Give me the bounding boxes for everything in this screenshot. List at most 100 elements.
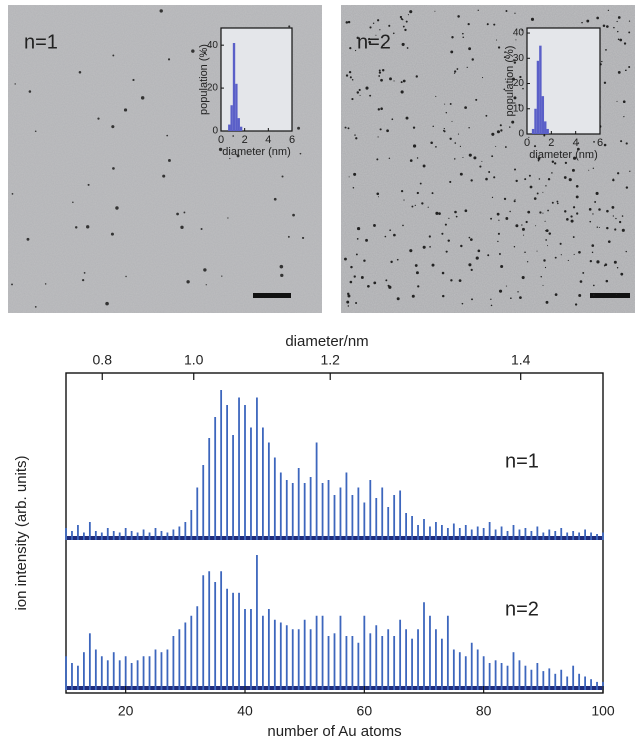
particle	[352, 186, 355, 189]
particle	[571, 168, 575, 172]
particle	[351, 97, 354, 101]
particle	[468, 47, 472, 51]
particle	[417, 285, 420, 288]
particle	[551, 160, 555, 163]
particle	[406, 47, 409, 49]
particle	[515, 179, 518, 183]
particle	[449, 180, 452, 184]
y-tick-label: 0	[212, 126, 218, 137]
particle	[628, 20, 631, 22]
particle	[544, 266, 547, 269]
particle	[409, 10, 413, 14]
particle	[435, 146, 437, 148]
particle	[592, 294, 595, 296]
particle	[349, 47, 352, 50]
particle	[471, 298, 473, 301]
particle	[577, 142, 580, 144]
particle	[353, 172, 357, 176]
particle	[348, 176, 350, 178]
particle	[411, 294, 415, 298]
particle	[557, 202, 559, 205]
particle	[227, 217, 229, 219]
hist-bar	[544, 121, 547, 134]
particle	[451, 120, 453, 122]
particle	[458, 279, 462, 283]
particle	[603, 81, 607, 84]
x2-axis-label: diameter/nm	[285, 333, 368, 350]
particle	[617, 30, 619, 33]
particle	[542, 212, 544, 214]
x-axis-label: number of Au atoms	[267, 723, 401, 740]
particle	[355, 253, 358, 256]
particle	[588, 169, 590, 171]
particle	[454, 70, 457, 73]
particle	[97, 117, 100, 120]
particle	[559, 242, 562, 245]
particle	[355, 137, 358, 140]
particle	[481, 160, 483, 162]
particle	[498, 219, 500, 221]
particle	[132, 78, 135, 82]
particle	[471, 58, 474, 61]
particle	[110, 232, 114, 236]
particle	[528, 174, 531, 177]
particle	[470, 238, 473, 241]
particle	[376, 158, 379, 161]
particle	[560, 254, 562, 256]
particle	[514, 168, 517, 171]
particle	[389, 77, 392, 81]
particle	[611, 205, 615, 209]
x-tick-label: 0	[218, 134, 224, 146]
particle	[487, 254, 490, 257]
particle	[513, 96, 517, 100]
particle	[536, 250, 538, 252]
particle	[503, 88, 506, 91]
particle	[619, 38, 623, 42]
particle	[441, 271, 445, 275]
particle	[521, 227, 525, 231]
particle	[498, 253, 501, 255]
particle	[412, 126, 416, 129]
particle	[554, 293, 558, 297]
series-label: n=1	[505, 450, 539, 472]
particle	[576, 212, 579, 215]
panel-label: n=1	[24, 31, 58, 53]
particle	[401, 42, 405, 46]
particle	[513, 246, 516, 248]
y-tick-label: 20	[207, 83, 219, 94]
particle	[589, 220, 592, 223]
particle	[605, 49, 607, 51]
particle	[368, 37, 371, 40]
particle	[575, 195, 579, 199]
particle	[462, 36, 465, 38]
y-axis-label: population (%)	[198, 44, 210, 115]
particle	[525, 220, 528, 224]
particle	[461, 302, 464, 305]
particle	[491, 196, 494, 199]
particle	[380, 107, 383, 111]
particle	[594, 201, 597, 203]
particle	[396, 297, 400, 301]
particle	[350, 265, 353, 269]
particle	[400, 90, 404, 94]
hist-bar	[239, 126, 243, 131]
particle	[376, 192, 380, 196]
particle	[617, 70, 621, 74]
particle	[356, 91, 360, 94]
particle	[356, 238, 359, 240]
particle	[218, 147, 223, 152]
particle	[519, 75, 522, 79]
particle	[625, 69, 627, 72]
particle	[186, 280, 190, 284]
particle	[591, 244, 595, 247]
particle	[493, 23, 496, 26]
particle	[14, 83, 16, 85]
particle	[229, 157, 231, 160]
particle	[625, 186, 629, 189]
particle	[496, 39, 498, 41]
particle	[623, 42, 627, 45]
particle	[591, 251, 594, 254]
particle	[347, 20, 351, 24]
particle	[105, 301, 109, 306]
particle	[442, 129, 445, 132]
